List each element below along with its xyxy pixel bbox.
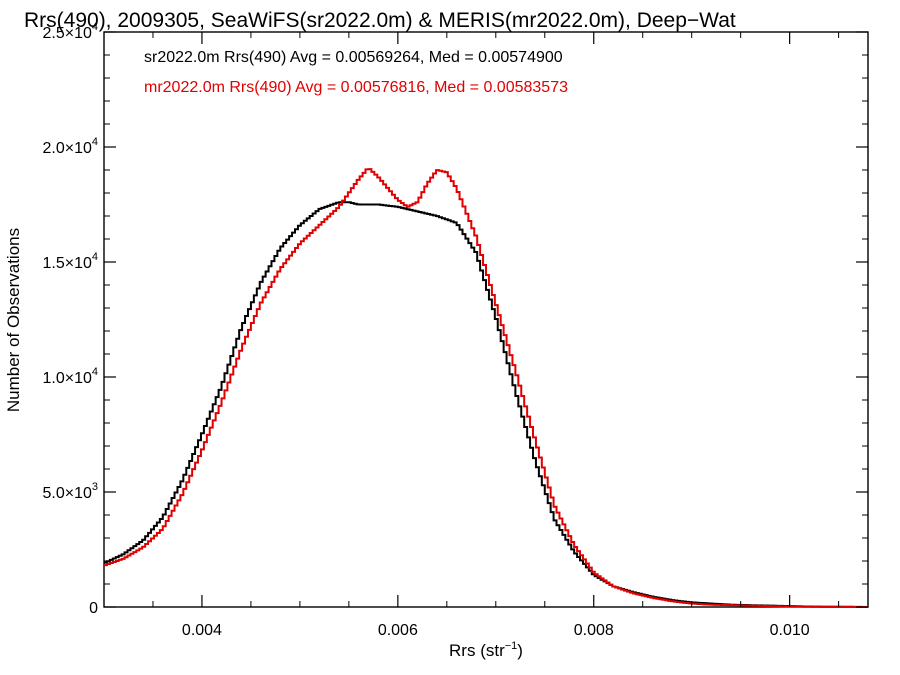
series-layer [104,168,868,608]
y-axis-label: Number of Observations [4,228,23,412]
x-tick-label: 0.006 [378,622,418,639]
x-tick-label: 0.004 [182,622,222,639]
series-line-0 [104,201,868,608]
x-tick-labels: 0.004 0.006 0.008 0.010 [182,622,810,639]
y-tick-label: 1.0×104 [42,366,98,387]
y-tick-label: 1.5×104 [42,251,98,272]
y-tick-label: 2.5×104 [42,21,98,42]
y-tick-label: 2.0×104 [42,136,98,157]
chart-title: Rrs(490), 2009305, SeaWiFS(sr2022.0m) & … [24,9,736,32]
y-tick-label: 5.0×103 [42,481,98,502]
x-axis-label-text: Rrs (str [449,641,505,660]
x-tick-label: 0.008 [574,622,614,639]
x-axis-label: Rrs (str−1) [449,640,523,660]
x-axis-label-close: ) [517,641,523,660]
y-tick-label: 0 [89,600,98,617]
x-tick-label: 0.010 [770,622,810,639]
plot-area [103,31,869,608]
annotation-red: mr2022.0m Rrs(490) Avg = 0.00576816, Med… [144,79,568,96]
plot-frame [103,31,869,608]
y-tick-labels: 0 5.0×103 1.0×104 1.5×104 2.0×104 2.5×104 [42,21,98,617]
series-line-1 [104,168,868,608]
tick-layer [104,31,868,608]
x-axis-label-exponent: −1 [505,640,518,652]
annotation-black: sr2022.0m Rrs(490) Avg = 0.00569264, Med… [144,49,563,66]
